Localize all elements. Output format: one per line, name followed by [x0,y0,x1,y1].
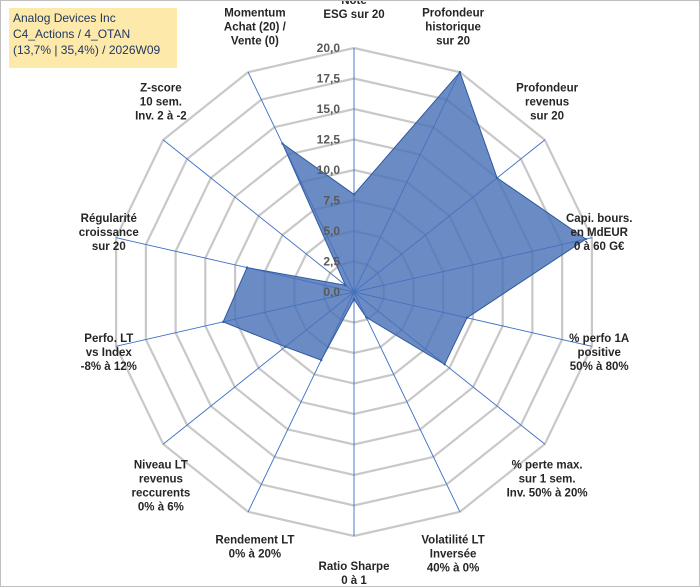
tick-label: 15,0 [317,102,341,116]
axis-label-line: Rendement LT [215,534,294,546]
series-layer [116,48,592,536]
axis-label-line: Z-score [140,83,182,95]
axis-label: Ratio Sharpe 0 à 1 [319,561,390,586]
axis-label: Z-score 10 sem. Inv. 2 à -2 [135,83,187,123]
axis-label-line: ESG sur 20 [323,9,384,21]
axis-label-line: positive [577,347,620,359]
axis-label-line: Volatilité LT [421,534,484,546]
axis-label-line: sur 20 [92,241,126,253]
portfolio-category: C4_Actions / 4_OTAN [13,27,131,41]
axis-label-line: Inv. 50% à 20% [507,487,588,499]
axis-spoke-overlay [353,139,545,293]
axis-label-line: -8% à 12% [81,361,137,373]
axis-label-line: sur 20 [436,36,470,48]
axis-label-line: revenus [139,473,183,485]
axis-label-line: croissance [79,227,139,239]
axis-label: Capi. bours. en MdEUR 0 à 60 G€ [566,213,632,253]
axis-label: Niveau LT revenus reccurents 0% à 6% [131,459,190,513]
axis-label-line: Profondeur [422,8,484,20]
axis-spoke-overlay [353,291,545,445]
axis-label: Volatilité LT Inversée 40% à 0% [421,534,484,574]
axis-label-line: Profondeur [516,83,578,95]
axis-label: Régularité croissance sur 20 [79,213,139,253]
axis-spoke-overlay [353,72,461,293]
company-name: Analog Devices Inc [13,11,116,25]
tick-label: 5,0 [323,224,340,238]
axis-label-line: Ratio Sharpe [319,561,390,573]
axis-label-line: Momentum [224,8,285,20]
tick-label: 12,5 [317,133,341,147]
axis-label-line: 0 à 1 [341,575,367,586]
axis-label: Perfo. LT vs Index -8% à 12% [81,333,137,373]
axis-label: % perte max. sur 1 sem. Inv. 50% à 20% [507,459,588,499]
axis-label: Note ESG sur 20 [323,1,384,21]
axis-label-line: Note [341,1,367,7]
tick-label: 20,0 [317,41,341,55]
tick-label: 2,5 [323,255,340,269]
performance-week: (13,7% | 35,4%) / 2026W09 [13,43,161,57]
axis-label: % perfo 1A positive 50% à 80% [569,333,629,373]
axis-label-line: Perfo. LT [84,333,133,345]
label-layer: Note ESG sur 20 Profondeur historique sur 20… [79,1,633,586]
axis-label-line: % perte max. [512,459,583,471]
axis-label-line: Niveau LT [134,459,188,471]
axis-spoke-overlay [247,72,355,293]
axis-label-line: Inversée [430,548,477,560]
axis-label-line: Régularité [81,213,137,225]
tick-label: 17,5 [317,72,341,86]
axis-label-line: 10 sem. [140,97,182,109]
axis-label-line: Inv. 2 à -2 [135,111,187,123]
axis-label-line: historique [425,22,481,34]
axis-label-line: vs Index [86,347,133,359]
axis-spoke-overlay [116,237,355,293]
tick-label: 7,5 [323,194,340,208]
axis-label-line: en MdEUR [570,227,628,239]
axis-label: Rendement LT 0% à 20% [215,534,294,560]
axis-label-line: 0 à 60 G€ [574,241,625,253]
axis-spoke-overlay [353,291,592,347]
axis-spoke-overlay [163,291,355,445]
axis-label-line: reccurents [131,487,190,499]
axis-label: Momentum Achat (20) / Vente (0) [224,8,287,48]
axis-label-line: sur 20 [530,111,564,123]
axis-label-line: 40% à 0% [427,562,479,574]
axis-spoke-overlay [163,139,355,293]
axis-label-line: Vente (0) [231,36,279,48]
axis-spoke-overlay [353,237,592,293]
tick-layer: 0,0 2,5 5,0 7,5 10,0 12,5 15,0 17,5 20,0 [317,41,341,299]
axis-label-line: % perfo 1A [569,333,629,345]
axis-label-line: Capi. bours. [566,213,632,225]
axis-label: Profondeur historique sur 20 [422,8,484,48]
axis-label-line: 0% à 20% [229,548,281,560]
axis-label-line: sur 1 sem. [519,473,576,485]
chart-title-box: Analog Devices Inc C4_Actions / 4_OTAN (… [9,8,177,68]
tick-label: 10,0 [317,163,341,177]
tick-label: 0,0 [323,285,340,299]
axis-spoke-overlay [247,291,355,512]
axis-spoke-overlay [116,291,355,347]
axis-label-line: Achat (20) / [224,22,287,34]
axis-label-line: revenus [525,97,569,109]
axis-spoke-overlay [353,291,461,512]
axis-label: Profondeur revenus sur 20 [516,83,578,123]
axis-label-line: 50% à 80% [570,361,629,373]
axis-label-line: 0% à 6% [138,501,184,513]
